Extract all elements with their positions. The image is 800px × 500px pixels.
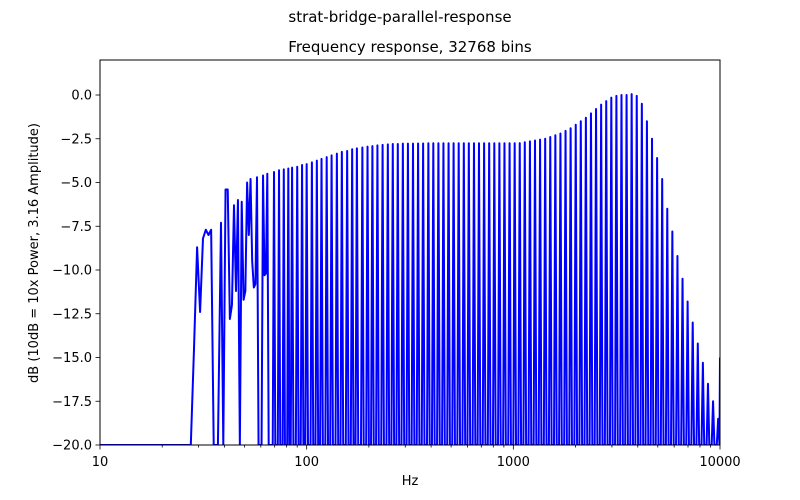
plot-area bbox=[99, 59, 721, 446]
y-tick-label: −20.0 bbox=[52, 439, 92, 454]
y-axis-label: dB (10dB = 10x Power, 3.16 Amplitude) bbox=[27, 123, 42, 383]
series-line-low bbox=[100, 167, 291, 445]
y-tick-label: −12.5 bbox=[52, 307, 92, 322]
x-axis: 10 100 1000 10000 bbox=[92, 445, 741, 470]
y-axis: 0.0 −2.5 −5.0 −7.5 −10.0 −12.5 −15.0 −17.5 −20.0 bbox=[52, 89, 100, 454]
axes-frame bbox=[99, 59, 721, 446]
y-tick-label: −17.5 bbox=[52, 395, 92, 410]
y-tick-label: −15.0 bbox=[52, 351, 92, 366]
chart-title: Frequency response, 32768 bins bbox=[288, 38, 532, 56]
chart-suptitle: strat-bridge-parallel-response bbox=[288, 8, 511, 26]
x-tick-label: 100 bbox=[294, 455, 319, 470]
y-tick-label: −10.0 bbox=[52, 264, 92, 279]
y-tick-label: −7.5 bbox=[60, 220, 92, 235]
x-axis-label: Hz bbox=[402, 474, 419, 489]
x-tick-label: 1000 bbox=[497, 455, 530, 470]
y-tick-label: −5.0 bbox=[60, 176, 92, 191]
series-lines bbox=[100, 93, 720, 445]
series-line-comb bbox=[289, 93, 720, 445]
x-tick-label: 10 bbox=[92, 455, 109, 470]
y-tick-label: −2.5 bbox=[60, 132, 92, 147]
y-tick-label: 0.0 bbox=[71, 89, 92, 104]
x-tick-label: 10000 bbox=[699, 455, 740, 470]
